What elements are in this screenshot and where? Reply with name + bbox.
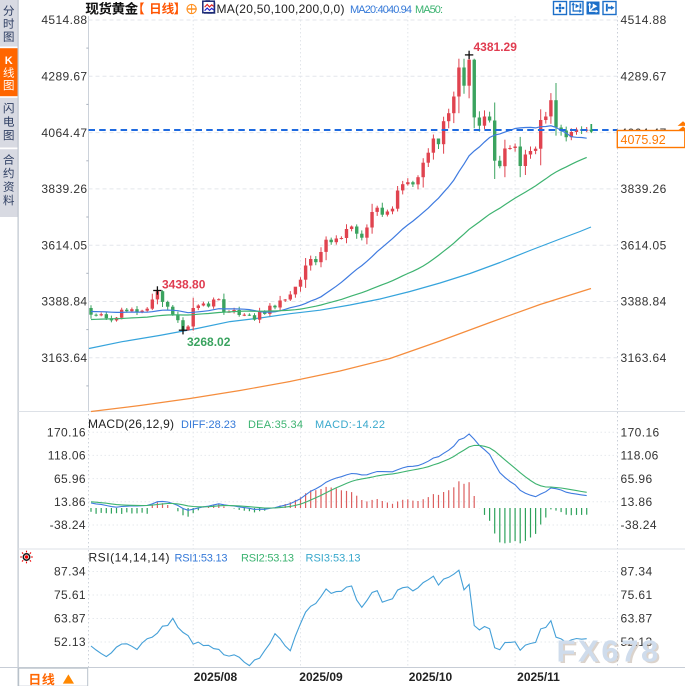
svg-text:2025/10: 2025/10 — [409, 670, 453, 684]
svg-text:13.86: 13.86 — [621, 495, 653, 509]
svg-text:RSI(14,14,14): RSI(14,14,14) — [89, 551, 170, 565]
svg-text:63.87: 63.87 — [54, 612, 86, 626]
svg-text:3614.05: 3614.05 — [621, 238, 667, 252]
svg-text:52.13: 52.13 — [54, 635, 86, 649]
svg-text:170.16: 170.16 — [47, 425, 86, 439]
svg-text:DIFF:28.23: DIFF:28.23 — [181, 419, 236, 431]
svg-text:3839.26: 3839.26 — [41, 182, 87, 196]
svg-text:75.61: 75.61 — [621, 588, 653, 602]
svg-text:87.34: 87.34 — [621, 565, 653, 579]
svg-text:3839.26: 3839.26 — [621, 182, 667, 196]
svg-text:MACD:-14.22: MACD:-14.22 — [315, 419, 385, 431]
svg-text:K: K — [5, 55, 13, 67]
svg-text:3614.05: 3614.05 — [41, 238, 87, 252]
svg-text:2025/11: 2025/11 — [517, 670, 560, 684]
svg-text:MA50:: MA50: — [415, 4, 443, 16]
svg-text:2025/09: 2025/09 — [299, 670, 343, 684]
svg-text:4075.92: 4075.92 — [621, 133, 666, 147]
svg-text:RSI3:53.13: RSI3:53.13 — [306, 553, 361, 565]
svg-text:MA(20,50,100,200,0,0): MA(20,50,100,200,0,0) — [217, 2, 345, 16]
svg-text:3163.64: 3163.64 — [41, 351, 87, 365]
svg-text:52.13: 52.13 — [621, 635, 653, 649]
svg-text:65.96: 65.96 — [54, 472, 86, 486]
svg-text:118.06: 118.06 — [48, 449, 86, 463]
svg-text:4514.88: 4514.88 — [621, 13, 667, 27]
svg-text:RSI1:53.13: RSI1:53.13 — [175, 553, 228, 565]
svg-text:3388.84: 3388.84 — [41, 295, 87, 309]
svg-text:118.06: 118.06 — [621, 449, 659, 463]
svg-text:RSI2:53.13: RSI2:53.13 — [241, 553, 294, 565]
svg-text:MACD(26,12,9): MACD(26,12,9) — [88, 417, 174, 431]
svg-text:4289.67: 4289.67 — [621, 70, 667, 84]
svg-text:FX678: FX678 — [557, 634, 661, 669]
svg-text:4289.67: 4289.67 — [41, 70, 87, 84]
svg-text:3163.64: 3163.64 — [621, 351, 667, 365]
svg-text:4064.47: 4064.47 — [41, 126, 87, 140]
svg-text:3388.84: 3388.84 — [621, 295, 667, 309]
svg-text:-38.24: -38.24 — [50, 518, 86, 532]
svg-text:65.96: 65.96 — [621, 472, 653, 486]
svg-text:-38.24: -38.24 — [621, 518, 657, 532]
svg-text:4381.29: 4381.29 — [474, 40, 518, 54]
svg-text:FX678: FX678 — [559, 635, 663, 670]
svg-text:DEA:35.34: DEA:35.34 — [248, 419, 303, 431]
svg-text:75.61: 75.61 — [54, 588, 86, 602]
svg-text:4514.88: 4514.88 — [41, 13, 87, 27]
svg-text:MA20:4040.94: MA20:4040.94 — [350, 4, 412, 16]
svg-text:170.16: 170.16 — [621, 425, 660, 439]
svg-text:3438.80: 3438.80 — [162, 278, 206, 292]
svg-text:2025/08: 2025/08 — [194, 670, 238, 684]
svg-text:87.34: 87.34 — [54, 565, 86, 579]
svg-text:13.86: 13.86 — [54, 495, 86, 509]
svg-text:63.87: 63.87 — [621, 612, 653, 626]
svg-text:3268.02: 3268.02 — [187, 335, 231, 349]
